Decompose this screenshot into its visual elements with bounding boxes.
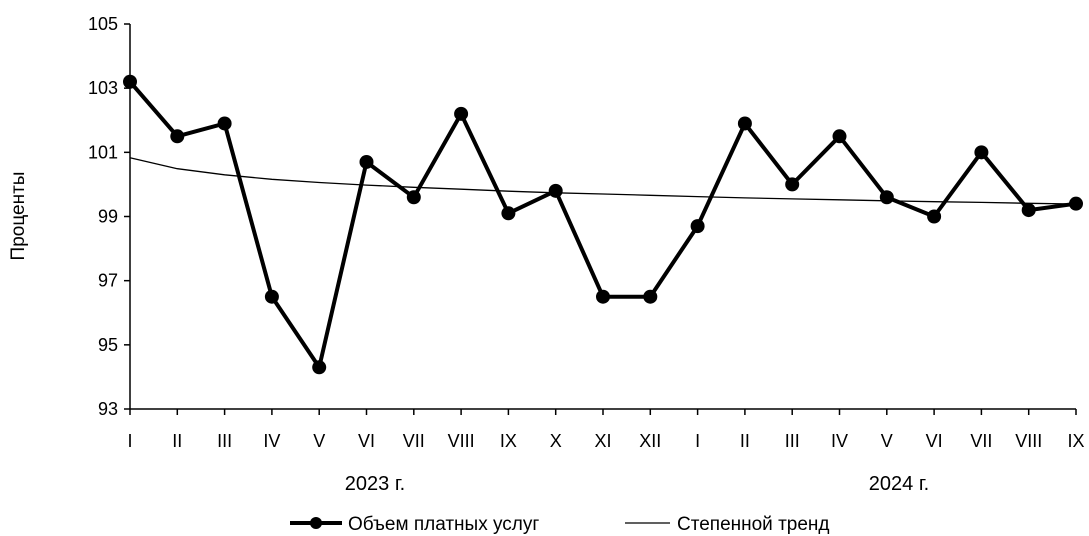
data-point xyxy=(785,177,800,192)
x-ticks: I II III IV V VI VII VIII IX X XI XII I II III IV V VI VII… xyxy=(127,409,1085,451)
data-point xyxy=(596,289,610,304)
data-point xyxy=(927,209,942,224)
data-point xyxy=(312,360,327,375)
y-tick-label: 101 xyxy=(88,142,118,162)
data-point xyxy=(501,206,516,221)
legend-trend-label: Степенной тренд xyxy=(677,514,830,535)
data-point xyxy=(454,106,469,121)
x-tick-label: III xyxy=(785,431,800,451)
y-tick-label: 95 xyxy=(98,335,118,355)
x-tick-label: IV xyxy=(263,431,280,451)
y-tick-label: 97 xyxy=(98,271,118,291)
y-ticks: 93 95 97 99 101 103 105 xyxy=(88,14,130,419)
x-tick-label: I xyxy=(127,431,132,451)
data-point xyxy=(737,116,752,131)
x-tick-label: VI xyxy=(358,431,375,451)
x-tick-label: IX xyxy=(1067,431,1084,451)
x-tick-label: V xyxy=(881,431,893,451)
group-label-2023: 2023 г. xyxy=(345,473,405,495)
x-tick-label: IX xyxy=(500,431,517,451)
data-point xyxy=(548,183,563,198)
data-point xyxy=(974,145,989,160)
x-tick-label: III xyxy=(217,431,232,451)
legend: Объем платных услуг Степенной тренд xyxy=(290,514,830,535)
x-tick-label: VIII xyxy=(1015,431,1042,451)
data-point xyxy=(359,154,374,169)
y-tick-label: 105 xyxy=(88,14,118,34)
data-point xyxy=(690,219,705,234)
series-main-line xyxy=(128,80,1077,370)
data-point xyxy=(217,116,232,131)
y-tick-label: 103 xyxy=(88,78,118,98)
legend-main-marker xyxy=(310,517,322,529)
x-tick-label: XI xyxy=(594,431,611,451)
x-tick-label: II xyxy=(172,431,182,451)
data-point xyxy=(123,74,137,89)
data-point xyxy=(643,289,658,304)
x-tick-label: VII xyxy=(403,431,425,451)
y-tick-label: 99 xyxy=(98,207,118,227)
x-tick-label: XII xyxy=(639,431,661,451)
x-tick-label: VIII xyxy=(448,431,475,451)
group-label-2024: 2024 г. xyxy=(869,473,929,495)
data-point xyxy=(1021,203,1036,218)
data-point xyxy=(879,190,894,205)
data-point xyxy=(1069,196,1083,211)
x-tick-label: X xyxy=(550,431,562,451)
x-tick-label: I xyxy=(695,431,700,451)
data-point xyxy=(832,129,847,144)
data-point xyxy=(170,129,185,144)
data-point xyxy=(406,190,421,205)
x-tick-label: VI xyxy=(926,431,943,451)
legend-main-label: Объем платных услуг xyxy=(348,514,539,535)
series-trend-line xyxy=(129,157,1077,205)
y-tick-label: 93 xyxy=(98,399,118,419)
x-tick-label: II xyxy=(740,431,750,451)
series-main-points xyxy=(123,74,1083,375)
x-tick-label: V xyxy=(313,431,325,451)
y-axis-label: Проценты xyxy=(8,172,29,261)
data-point xyxy=(264,289,279,304)
x-tick-label: VII xyxy=(970,431,992,451)
x-tick-label: IV xyxy=(831,431,848,451)
